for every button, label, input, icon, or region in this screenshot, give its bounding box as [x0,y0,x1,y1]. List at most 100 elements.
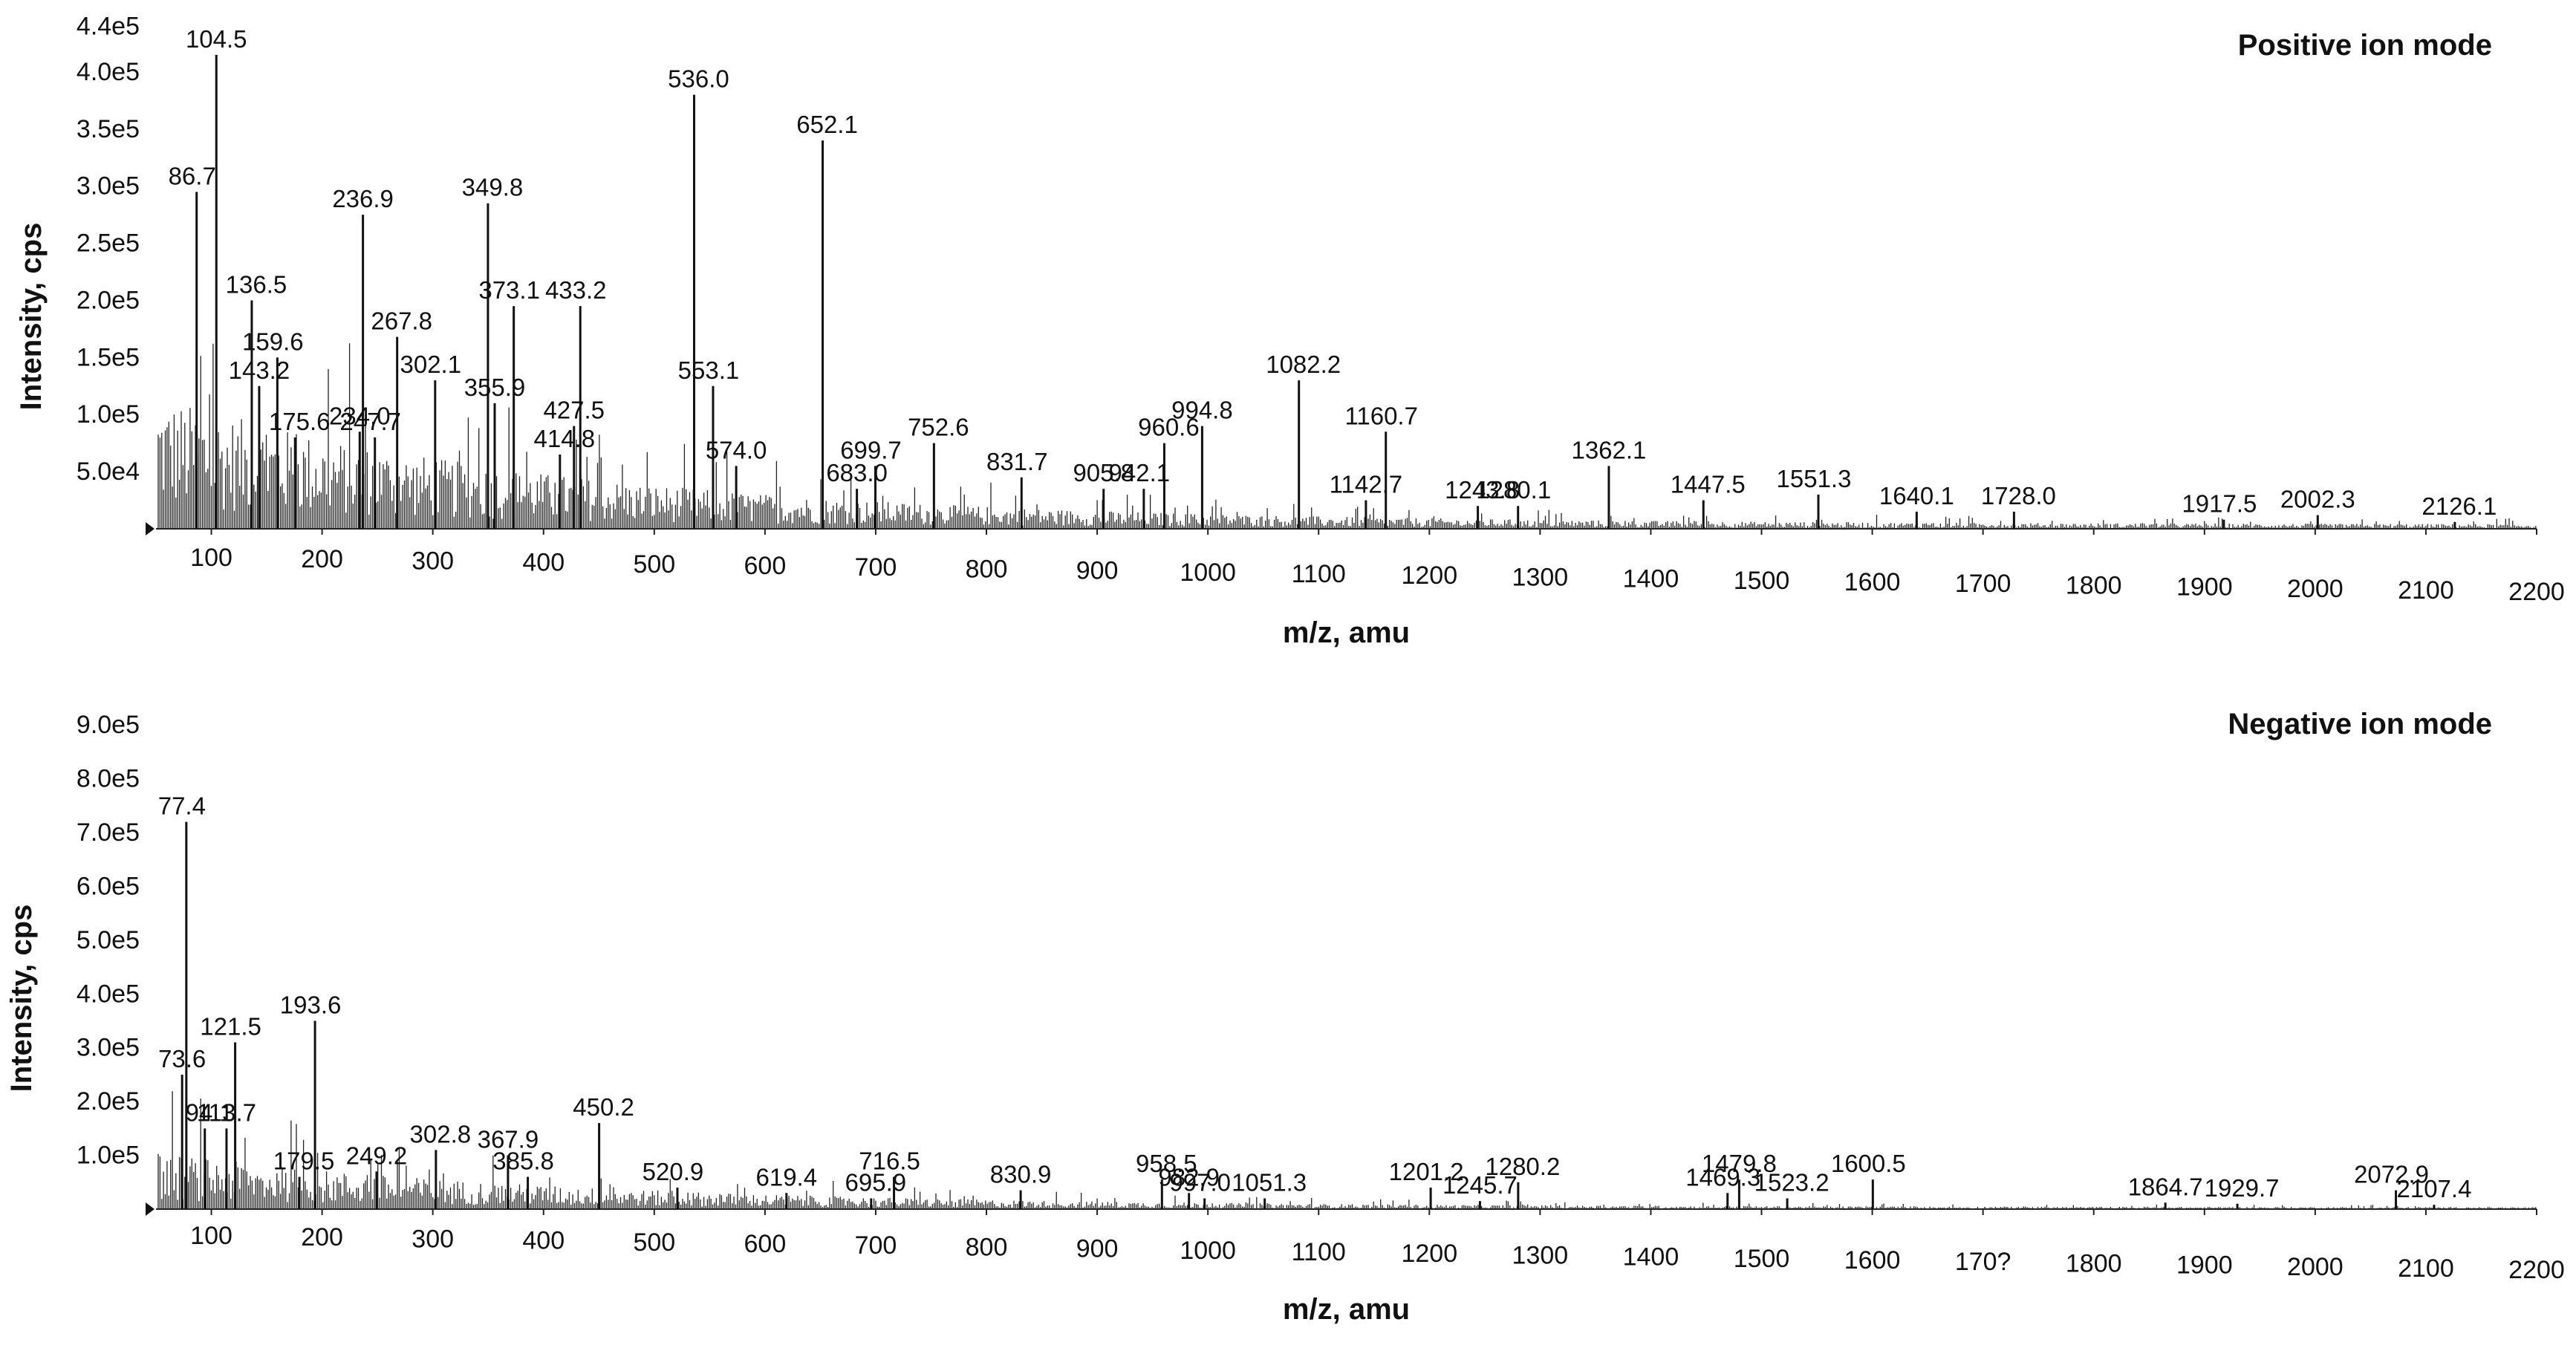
y-tick-label: 5.0e4 [77,458,140,486]
x-tick-label: 1100 [1292,560,1346,588]
peak-label: 2126.1 [2421,492,2497,520]
x-tick-label: 1400 [1623,1243,1679,1272]
x-tick-label: 1900 [2176,573,2233,602]
y-tick-label: 6.0e5 [77,872,140,900]
x-tick-label: 100 [190,1222,232,1250]
peak-label: 234.0 [329,402,391,429]
y-tick-label: 4.4e5 [77,12,140,40]
x-tick-label: 2100 [2398,1254,2454,1283]
y-tick-label: 3.0e5 [77,1034,140,1062]
x-tick-label: 400 [522,1227,565,1255]
x-tick-label: 1800 [2066,571,2122,599]
peak-label: 536.0 [668,65,729,93]
noise-trace [157,343,2537,529]
peak-label: 113.7 [197,1098,256,1126]
x-tick-label: 200 [301,1223,343,1251]
x-tick-label: 1900 [2176,1251,2233,1280]
peak-label: 1728.0 [1981,482,2056,509]
panel-title: Negative ion mode [2228,708,2492,740]
peak-label: 994.8 [1171,397,1233,424]
y-tick-label: 1.0e5 [77,1142,140,1170]
peak-label: 830.9 [990,1161,1052,1188]
peak-label: 520.9 [643,1158,704,1185]
peak-label: 553.1 [678,356,740,384]
peak-label: 385.8 [492,1147,554,1175]
peak-label: 1929.7 [2205,1174,2280,1202]
x-axis-label: m/z, amu [1283,616,1410,649]
x-tick-label: 200 [301,545,343,573]
y-tick-label: 3.0e5 [77,172,140,201]
x-axis-label: m/z, amu [1283,1293,1410,1326]
y-tick-label: 1.5e5 [77,343,140,371]
peak-label: 1280.2 [1485,1153,1560,1180]
peak-label: 414.8 [534,425,596,452]
x-tick-label: 2000 [2287,575,2344,603]
peak-label: 450.2 [573,1093,634,1121]
y-tick-label: 8.0e5 [77,765,140,793]
x-tick-label: 300 [412,547,454,575]
peak-label: 77.4 [158,792,206,820]
x-tick-label: 300 [412,1225,454,1253]
peak-label: 433.2 [545,276,607,304]
peak-label: 695.9 [845,1169,907,1196]
peak-label: 193.6 [280,992,342,1019]
peak-label: 960.6 [1138,414,1200,441]
peak-label: 1160.7 [1344,402,1417,429]
y-tick-label: 5.0e5 [77,926,140,954]
peak-label: 86.7 [169,162,216,189]
x-tick-label: 800 [966,555,1008,583]
peak-label: 683.0 [826,459,888,486]
peak-label: 249.2 [346,1142,408,1169]
peak-label: 1243.8 [1445,476,1520,504]
x-tick-label: 1100 [1292,1238,1346,1266]
peak-label: 159.6 [242,328,304,355]
x-tick-label: 1000 [1180,559,1236,587]
x-tick-label: 600 [744,552,787,580]
peak-label: 574.0 [706,436,767,463]
peak-label: 1051.3 [1232,1169,1307,1196]
peak-label: 367.9 [478,1126,539,1153]
peak-label: 1551.3 [1777,465,1852,492]
peak-label: 373.1 [478,276,540,304]
x-tick-label: 1600 [1844,568,1901,596]
x-tick-label: 2100 [2398,576,2454,605]
peak-label: 121.5 [200,1012,261,1040]
peak-label: 247.7 [339,408,401,435]
peak-label: 831.7 [986,448,1048,475]
x-tick-label: 900 [1076,1235,1119,1263]
y-tick-label: 1.0e5 [77,400,140,429]
peak-label: 355.9 [464,374,526,401]
y-tick-label: 4.0e5 [77,980,140,1008]
x-tick-label: 700 [855,1231,897,1260]
noise-lines [157,343,2537,529]
y-tick-label: 2.0e5 [77,286,140,314]
peak-label: 1479.8 [1702,1150,1777,1177]
peak-label: 958.5 [1136,1150,1197,1177]
x-tick-label: 1700 [1955,570,2011,598]
peak-label: 652.1 [796,111,858,138]
x-tick-label: 1500 [1734,1245,1790,1273]
y-tick-label: 2.5e5 [77,229,140,258]
x-tick-label: 700 [855,553,897,582]
x-tick-label: 1400 [1623,565,1679,593]
peak-label: 2002.3 [2280,486,2355,513]
x-tick-label: 1000 [1180,1237,1236,1265]
peak-label: 699.7 [840,436,902,463]
x-tick-label: 1600 [1844,1246,1901,1274]
peak-label: 1917.5 [2182,490,2257,518]
axis-origin-marker [146,1202,155,1216]
peak-label: 136.5 [226,270,287,298]
peak-label: 175.6 [269,408,331,435]
peak-label: 1201.2 [1389,1158,1464,1185]
peak-label: 1082.2 [1266,351,1341,378]
x-tick-label: 1300 [1512,563,1569,591]
peak-label: 2107.4 [2396,1175,2471,1202]
peak-label: 267.8 [371,307,432,335]
y-tick-label: 7.0e5 [77,818,140,847]
peak-label: 302.1 [400,351,462,378]
x-tick-label: 1500 [1734,567,1790,595]
x-tick-label: 170? [1955,1248,2011,1276]
x-tick-label: 1200 [1401,561,1457,590]
peak-label: 1245.7 [1443,1171,1518,1199]
peak-label: 179.5 [273,1147,335,1175]
